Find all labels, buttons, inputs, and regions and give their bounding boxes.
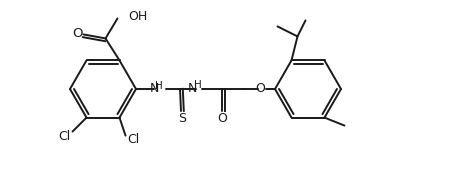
Text: O: O [217, 112, 227, 124]
Text: S: S [178, 112, 186, 124]
Text: N: N [187, 83, 197, 95]
Text: H: H [155, 81, 163, 91]
Text: N: N [149, 83, 159, 95]
Text: Cl: Cl [58, 130, 71, 143]
Text: H: H [194, 80, 202, 90]
Text: O: O [72, 27, 83, 40]
Text: O: O [255, 83, 265, 95]
Text: OH: OH [129, 10, 148, 23]
Text: Cl: Cl [127, 133, 139, 146]
